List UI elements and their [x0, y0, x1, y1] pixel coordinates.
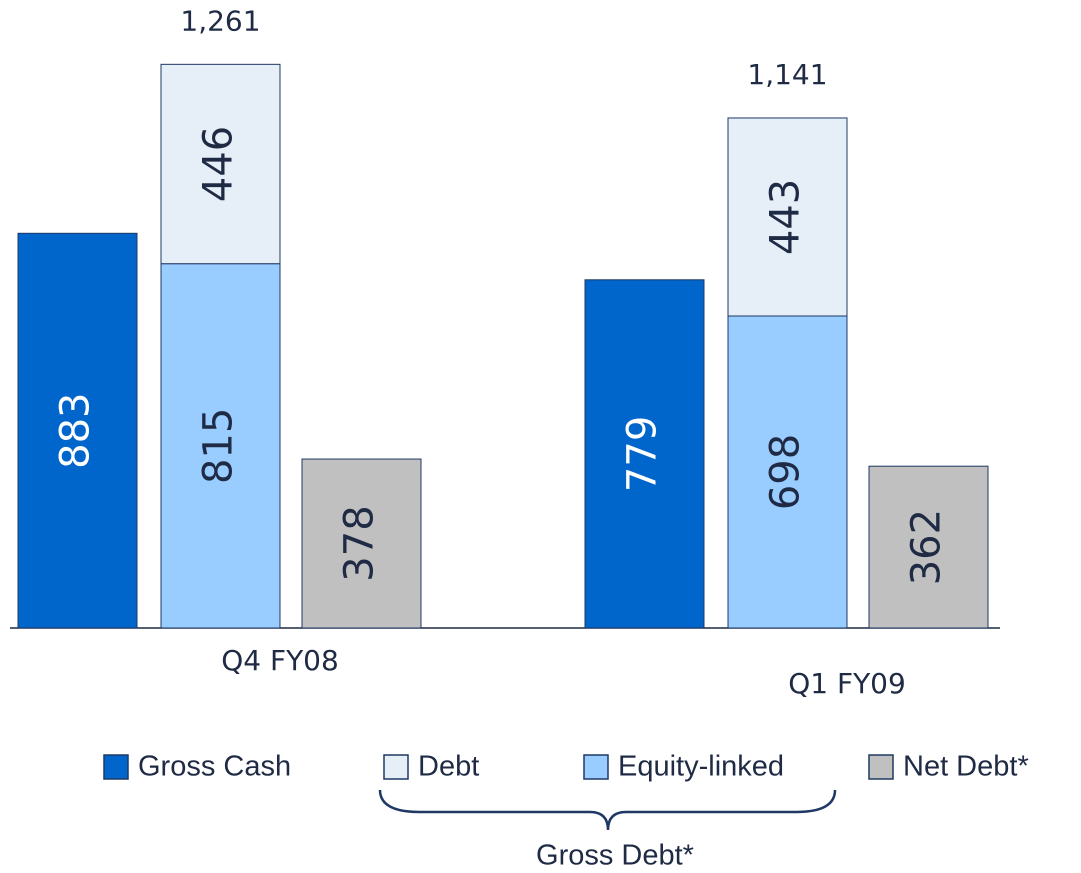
legend-label: Gross Cash [138, 751, 291, 783]
value-label: 815 [196, 408, 242, 484]
annotation: Gross Debt* [536, 840, 694, 872]
bar [727, 117, 848, 317]
value-label: 362 [904, 509, 950, 585]
legend-label: Net Debt* [903, 751, 1029, 783]
value-label: 883 [53, 392, 99, 468]
bar [868, 465, 989, 629]
x-tick-label: Q1 FY09 [788, 667, 906, 700]
total-label: 1,261 [180, 4, 260, 37]
value-label: 446 [196, 126, 242, 202]
legend-swatch [583, 754, 609, 780]
total-label: 1,141 [747, 58, 827, 91]
legend-swatch [868, 754, 894, 780]
legend-label: Debt [418, 751, 479, 783]
legend-label: Equity-linked [618, 751, 784, 783]
bar [160, 63, 281, 265]
brace [378, 789, 837, 831]
bar [160, 263, 281, 629]
bar [727, 315, 848, 629]
value-label: 378 [337, 505, 383, 581]
value-label: 779 [620, 416, 666, 492]
value-label: 698 [763, 434, 809, 510]
bar [584, 279, 705, 629]
value-label: 443 [763, 179, 809, 255]
bar [17, 232, 138, 629]
x-tick-label: Q4 FY08 [221, 644, 339, 677]
legend-swatch [383, 754, 409, 780]
legend-swatch [103, 754, 129, 780]
bar [301, 458, 422, 629]
